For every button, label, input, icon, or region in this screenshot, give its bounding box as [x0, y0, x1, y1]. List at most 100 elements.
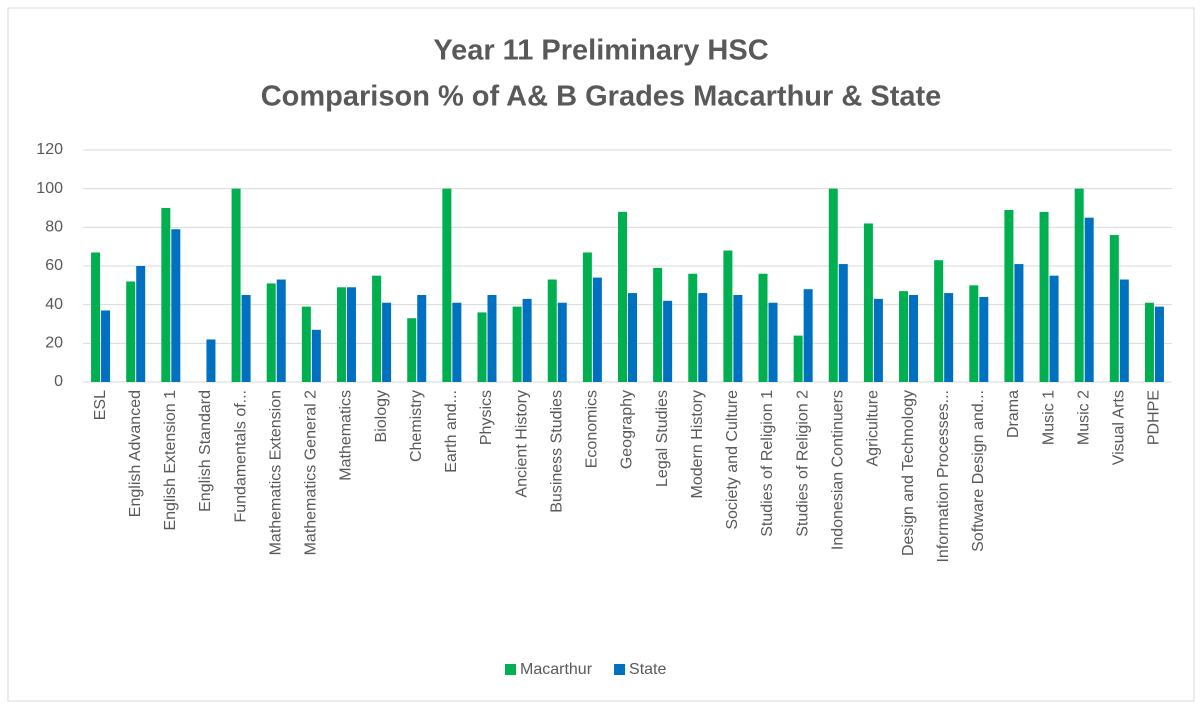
bar	[522, 298, 532, 382]
y-tick-label: 60	[45, 257, 63, 274]
bar	[582, 252, 592, 382]
bar	[618, 211, 627, 382]
bar	[336, 287, 346, 382]
x-tick-label: Geography	[619, 390, 636, 469]
x-tick-label: English Standard	[197, 390, 214, 512]
bar	[126, 281, 136, 382]
bar	[407, 318, 417, 382]
bar	[311, 329, 321, 382]
x-tick-label: Mathematics Extension	[267, 390, 284, 555]
x-tick-label: Information Processes...	[935, 390, 952, 563]
bar	[1004, 209, 1014, 382]
y-tick-label: 0	[54, 373, 63, 390]
bar	[171, 229, 181, 382]
legend-label: Macarthur	[520, 661, 593, 678]
x-tick-label: Fundamentals of...	[232, 390, 249, 523]
legend-swatch	[614, 664, 626, 675]
bar	[266, 283, 276, 382]
bar	[91, 252, 101, 382]
bar	[909, 295, 919, 382]
x-tick-label: Mathematics	[338, 390, 355, 481]
x-tick-label: Music 2	[1075, 390, 1092, 445]
bar	[1109, 235, 1119, 382]
bar	[301, 306, 311, 382]
bar	[873, 298, 883, 382]
x-tick-label: Studies of Religion 1	[759, 390, 776, 537]
bar	[688, 273, 698, 382]
x-tick-label: Design and Technology	[900, 390, 917, 556]
bar	[1119, 279, 1129, 382]
bar	[487, 295, 497, 382]
bar	[733, 295, 743, 382]
bar	[758, 273, 768, 382]
x-tick-label: Drama	[1005, 390, 1022, 438]
chart-title: Year 11 Preliminary HSC	[433, 35, 768, 67]
bar	[557, 302, 567, 382]
x-tick-label: ESL	[92, 390, 109, 420]
bar	[1084, 217, 1094, 382]
legend-swatch	[505, 664, 516, 675]
x-tick-label: Ancient History	[513, 390, 530, 498]
legend-label: State	[629, 661, 666, 678]
bar	[442, 188, 452, 382]
chart-subtitle: Comparison % of A& B Grades Macarthur & …	[261, 81, 942, 113]
bar	[934, 260, 944, 382]
bar	[768, 302, 778, 382]
y-tick-label: 80	[45, 219, 63, 236]
bar	[206, 339, 216, 382]
bar	[1144, 302, 1154, 382]
bar	[1074, 188, 1084, 382]
x-tick-label: Business Studies	[548, 390, 565, 513]
bar	[803, 289, 813, 382]
x-tick-label: Earth and...	[443, 390, 460, 473]
bar	[241, 295, 251, 382]
x-tick-label: Music 1	[1040, 390, 1057, 445]
bar	[969, 285, 979, 382]
bar	[276, 279, 286, 382]
bar	[547, 279, 557, 382]
bar	[592, 277, 602, 382]
x-tick-label: Software Design and...	[970, 390, 987, 552]
bar	[653, 267, 663, 382]
bar	[944, 293, 954, 382]
bar	[372, 275, 382, 382]
x-tick-label: Visual Arts	[1111, 390, 1128, 465]
bar	[828, 188, 838, 382]
bar	[452, 302, 462, 382]
bar	[136, 266, 146, 382]
x-tick-label: Biology	[373, 390, 390, 442]
x-tick-label: Mathematics General 2	[303, 390, 320, 556]
bar	[382, 302, 392, 382]
bar	[723, 250, 733, 382]
x-tick-label: Society and Culture	[724, 390, 741, 530]
bar	[231, 188, 241, 382]
y-tick-label: 100	[36, 180, 63, 197]
x-tick-label: Economics	[584, 390, 601, 468]
x-tick-label: Modern History	[689, 390, 706, 498]
bar	[698, 293, 708, 382]
bar	[512, 306, 522, 382]
x-tick-label: Chemistry	[408, 390, 425, 462]
bar	[863, 223, 873, 382]
bar	[417, 295, 427, 382]
bar	[101, 310, 111, 382]
bar	[346, 287, 356, 382]
bar	[1049, 275, 1059, 382]
bar	[1039, 211, 1049, 382]
x-tick-label: Legal Studies	[654, 390, 671, 487]
bar	[838, 264, 848, 382]
x-tick-label: Physics	[478, 390, 495, 445]
x-tick-label: Indonesian Continuers	[829, 390, 846, 550]
x-tick-label: Studies of Religion 2	[794, 390, 811, 537]
bar	[1154, 306, 1164, 382]
bar	[1014, 264, 1024, 382]
x-tick-label: PDHPE	[1146, 390, 1163, 445]
bar	[979, 296, 989, 382]
y-tick-label: 120	[36, 141, 63, 158]
y-tick-label: 20	[45, 335, 63, 352]
bar	[161, 208, 171, 382]
y-tick-label: 40	[45, 296, 63, 313]
bar	[477, 312, 487, 382]
bar	[663, 300, 673, 382]
